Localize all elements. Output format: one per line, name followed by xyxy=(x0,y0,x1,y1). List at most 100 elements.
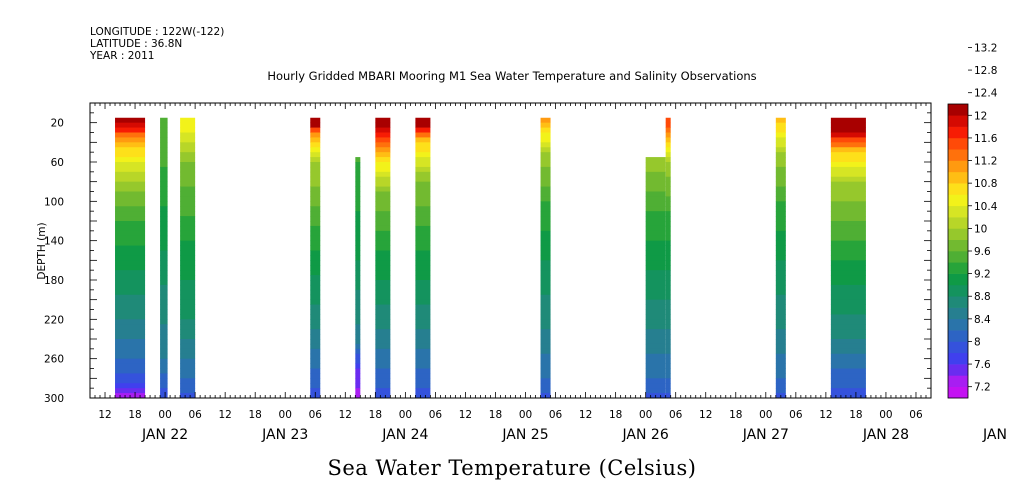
heatmap-cell xyxy=(665,132,671,138)
heatmap-cell xyxy=(160,373,168,379)
x-date-label: JAN 23 xyxy=(261,427,308,443)
heatmap-cell xyxy=(645,348,666,355)
heatmap-cell xyxy=(540,319,551,325)
heatmap-cell xyxy=(355,363,361,369)
heatmap-cell xyxy=(160,309,168,315)
heatmap-cell xyxy=(375,186,391,192)
heatmap-cell xyxy=(830,240,866,246)
heatmap-cell xyxy=(415,235,431,242)
heatmap-cell xyxy=(775,284,786,291)
heatmap-cell xyxy=(310,201,321,207)
colorbar-swatch xyxy=(948,284,968,297)
heatmap-cell xyxy=(415,388,431,394)
heatmap-cell xyxy=(665,235,671,242)
heatmap-cell xyxy=(115,383,146,389)
heatmap-cell xyxy=(310,137,321,143)
colorbar-labels: 13.2 12.8 12.4 12 11.6 11.2 10.8 10.4 10 9.6 9.2 8.… xyxy=(968,42,998,394)
heatmap-cell xyxy=(830,270,866,276)
heatmap-cell xyxy=(160,157,168,163)
heatmap-cell xyxy=(160,284,168,291)
x-tick-label: 00 xyxy=(519,409,532,421)
heatmap-cell xyxy=(160,225,168,232)
heatmap-cell xyxy=(830,319,866,325)
heatmap-cell xyxy=(775,221,786,227)
heatmap-cell xyxy=(645,289,666,296)
heatmap-cell xyxy=(540,137,551,143)
x-axis-ticks xyxy=(89,103,932,398)
heatmap-cell xyxy=(775,157,786,163)
heatmap-cell xyxy=(830,186,866,192)
heatmap-cell xyxy=(415,339,431,345)
heatmap-cell xyxy=(115,270,146,276)
heatmap-cell xyxy=(415,309,431,315)
heatmap-cell xyxy=(645,275,666,281)
heatmap-cell xyxy=(415,334,431,340)
heatmap-cell xyxy=(645,181,666,187)
heatmap-cell xyxy=(310,181,321,187)
heatmap-cell xyxy=(830,191,866,197)
heatmap-cell xyxy=(775,255,786,261)
heatmap-cell xyxy=(830,304,866,310)
heatmap-cell xyxy=(415,275,431,281)
heatmap-cell xyxy=(415,216,431,222)
heatmap-cell xyxy=(375,314,391,320)
heatmap-cell xyxy=(775,334,786,340)
y-axis-title: DEPTH (m) xyxy=(36,222,48,279)
heatmap-cell xyxy=(665,393,671,399)
heatmap-cell xyxy=(180,299,196,305)
heatmap-cell xyxy=(375,132,391,138)
heatmap-cell xyxy=(180,383,196,389)
heatmap-cell xyxy=(310,309,321,315)
heatmap-cell xyxy=(115,358,146,364)
colorbar-swatch xyxy=(948,296,968,308)
heatmap-cell xyxy=(160,348,168,355)
heatmap-cell xyxy=(540,373,551,379)
heatmap-cell xyxy=(180,122,196,128)
heatmap-cell xyxy=(310,388,321,394)
heatmap-cell xyxy=(180,230,196,237)
heatmap-cell xyxy=(375,240,391,246)
heatmap-cell xyxy=(830,324,866,330)
heatmap-cell xyxy=(775,383,786,389)
heatmap-cell xyxy=(180,255,196,261)
heatmap-cell xyxy=(665,265,671,271)
heatmap-cell xyxy=(665,304,671,310)
heatmap-cell xyxy=(180,147,196,153)
heatmap-cell xyxy=(355,358,361,364)
plot-cells xyxy=(115,117,866,399)
heatmap-cell xyxy=(180,339,196,345)
heatmap-cell xyxy=(355,171,361,178)
heatmap-cell xyxy=(160,216,168,222)
heatmap-cell xyxy=(115,211,146,217)
heatmap-cell xyxy=(310,186,321,192)
heatmap-cell xyxy=(375,127,391,133)
heatmap-cell xyxy=(665,211,671,217)
heatmap-cell xyxy=(665,373,671,379)
heatmap-cell xyxy=(540,147,551,153)
heatmap-cell xyxy=(665,339,671,345)
heatmap-cell xyxy=(665,378,671,384)
heatmap-cell xyxy=(180,289,196,296)
heatmap-cell xyxy=(540,383,551,389)
heatmap-cell xyxy=(355,329,361,335)
heatmap-cell xyxy=(180,265,196,271)
heatmap-cell xyxy=(540,152,551,158)
heatmap-cell xyxy=(310,157,321,163)
heatmap-cell xyxy=(160,275,168,281)
heatmap-cell xyxy=(160,142,168,148)
heatmap-cell xyxy=(375,358,391,364)
heatmap-cell xyxy=(775,147,786,153)
colorbar-swatch xyxy=(948,262,968,274)
heatmap-cell xyxy=(415,280,431,286)
heatmap-cell xyxy=(375,225,391,232)
heatmap-cell xyxy=(775,319,786,325)
heatmap-cell xyxy=(355,314,361,320)
heatmap-cell xyxy=(180,166,196,173)
heatmap-cell xyxy=(540,230,551,237)
heatmap-cell xyxy=(355,225,361,232)
heatmap-cell xyxy=(180,152,196,158)
heatmap-cell xyxy=(375,142,391,148)
heatmap-cell xyxy=(375,117,391,124)
heatmap-cell xyxy=(665,216,671,222)
colorbar-label: 9.2 xyxy=(974,269,991,281)
